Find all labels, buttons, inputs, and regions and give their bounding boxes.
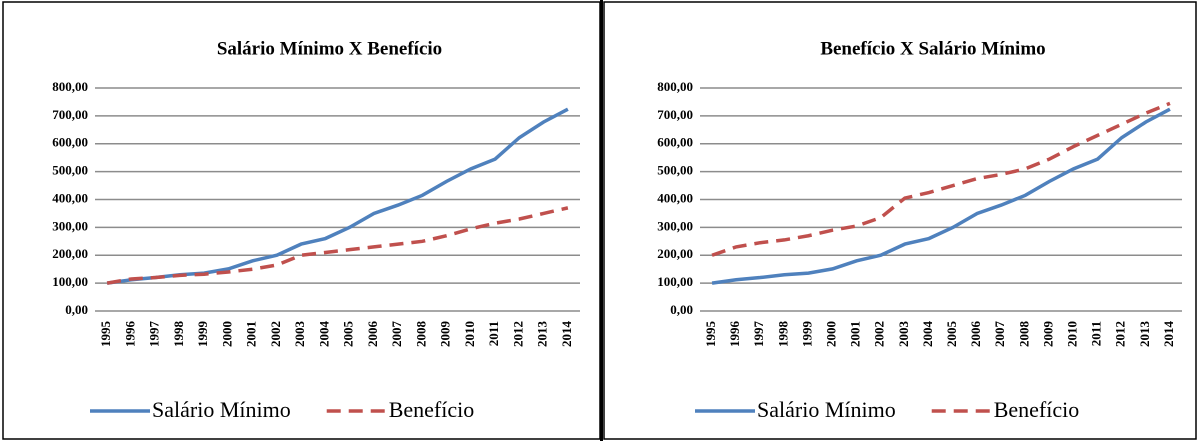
x-tick-label: 2005 <box>341 321 356 348</box>
x-tick-label: 2003 <box>896 321 911 348</box>
legend-label: Benefício <box>994 397 1080 422</box>
legend-label: Salário Mínimo <box>757 397 896 422</box>
x-tick-label: 2010 <box>462 321 477 347</box>
x-tick-label: 1996 <box>122 321 137 348</box>
series-line <box>106 206 569 285</box>
x-tick-label: 2013 <box>1137 321 1152 348</box>
series-line <box>711 101 1171 257</box>
x-tick-label: 2011 <box>1089 321 1104 346</box>
x-tick-label: 2005 <box>944 321 959 348</box>
x-tick-label: 2008 <box>1016 321 1031 348</box>
y-tick-label: 500,00 <box>657 163 693 178</box>
legend-label: Benefício <box>389 397 475 422</box>
x-tick-label: 2002 <box>268 321 283 347</box>
x-tick-label: 2006 <box>968 321 983 348</box>
y-tick-label: 700,00 <box>52 107 88 122</box>
x-tick-label: 1998 <box>775 321 790 348</box>
x-tick-label: 2014 <box>1161 321 1176 348</box>
x-tick-label: 1997 <box>147 321 162 348</box>
x-tick-label: 2009 <box>1040 321 1055 348</box>
y-tick-label: 600,00 <box>52 135 88 150</box>
series-line <box>711 107 1171 285</box>
x-tick-label: 1996 <box>727 321 742 348</box>
x-tick-label: 2000 <box>219 321 234 347</box>
x-tick-label: 2006 <box>365 321 380 348</box>
x-tick-label: 1998 <box>171 321 186 348</box>
legend-label: Salário Mínimo <box>152 397 291 422</box>
chart: Salário Mínimo X Benefício 0,00 100,00 200,… <box>52 38 580 422</box>
x-tick-label: 2014 <box>559 321 574 348</box>
y-tick-label: 0,00 <box>670 302 693 317</box>
y-tick-label: 100,00 <box>52 274 88 289</box>
x-tick-label: 1999 <box>195 321 210 348</box>
y-tick-label: 700,00 <box>657 107 693 122</box>
x-tick-label: 2009 <box>438 321 453 348</box>
y-tick-label: 600,00 <box>657 135 693 150</box>
chart-title: Salário Mínimo X Benefício <box>217 38 442 59</box>
x-tick-label: 2012 <box>510 321 525 347</box>
y-tick-label: 400,00 <box>657 190 693 205</box>
y-tick-label: 200,00 <box>657 246 693 261</box>
x-tick-label: 2007 <box>389 321 404 348</box>
x-tick-label: 2002 <box>872 321 887 347</box>
x-tick-label: 1999 <box>799 321 814 348</box>
x-tick-label: 2011 <box>486 321 501 346</box>
y-tick-label: 800,00 <box>657 79 693 94</box>
y-tick-label: 100,00 <box>657 274 693 289</box>
chart-title: Benefício X Salário Mínimo <box>820 38 1045 59</box>
x-tick-label: 2001 <box>848 321 863 347</box>
x-tick-label: 2007 <box>992 321 1007 348</box>
x-tick-label: 2008 <box>413 321 428 348</box>
x-tick-label: 1995 <box>98 321 113 348</box>
x-tick-label: 2004 <box>920 321 935 348</box>
panel-frame <box>603 1 1197 440</box>
y-tick-label: 500,00 <box>52 163 88 178</box>
y-tick-label: 300,00 <box>657 218 693 233</box>
x-tick-label: 2000 <box>824 321 839 347</box>
x-tick-label: 2010 <box>1065 321 1080 347</box>
chart: Benefício X Salário Mínimo 0,00 100,00 200,… <box>657 38 1182 422</box>
y-tick-label: 0,00 <box>65 302 88 317</box>
x-tick-label: 2004 <box>316 321 331 348</box>
y-tick-label: 300,00 <box>52 218 88 233</box>
y-tick-label: 200,00 <box>52 246 88 261</box>
x-tick-label: 2013 <box>535 321 550 348</box>
x-tick-label: 2012 <box>1113 321 1128 347</box>
x-tick-label: 1997 <box>751 321 766 348</box>
series-line <box>106 107 569 285</box>
x-tick-label: 1995 <box>703 321 718 348</box>
x-tick-label: 2001 <box>244 321 259 347</box>
y-tick-label: 400,00 <box>52 190 88 205</box>
x-tick-label: 2003 <box>292 321 307 348</box>
y-tick-label: 800,00 <box>52 79 88 94</box>
